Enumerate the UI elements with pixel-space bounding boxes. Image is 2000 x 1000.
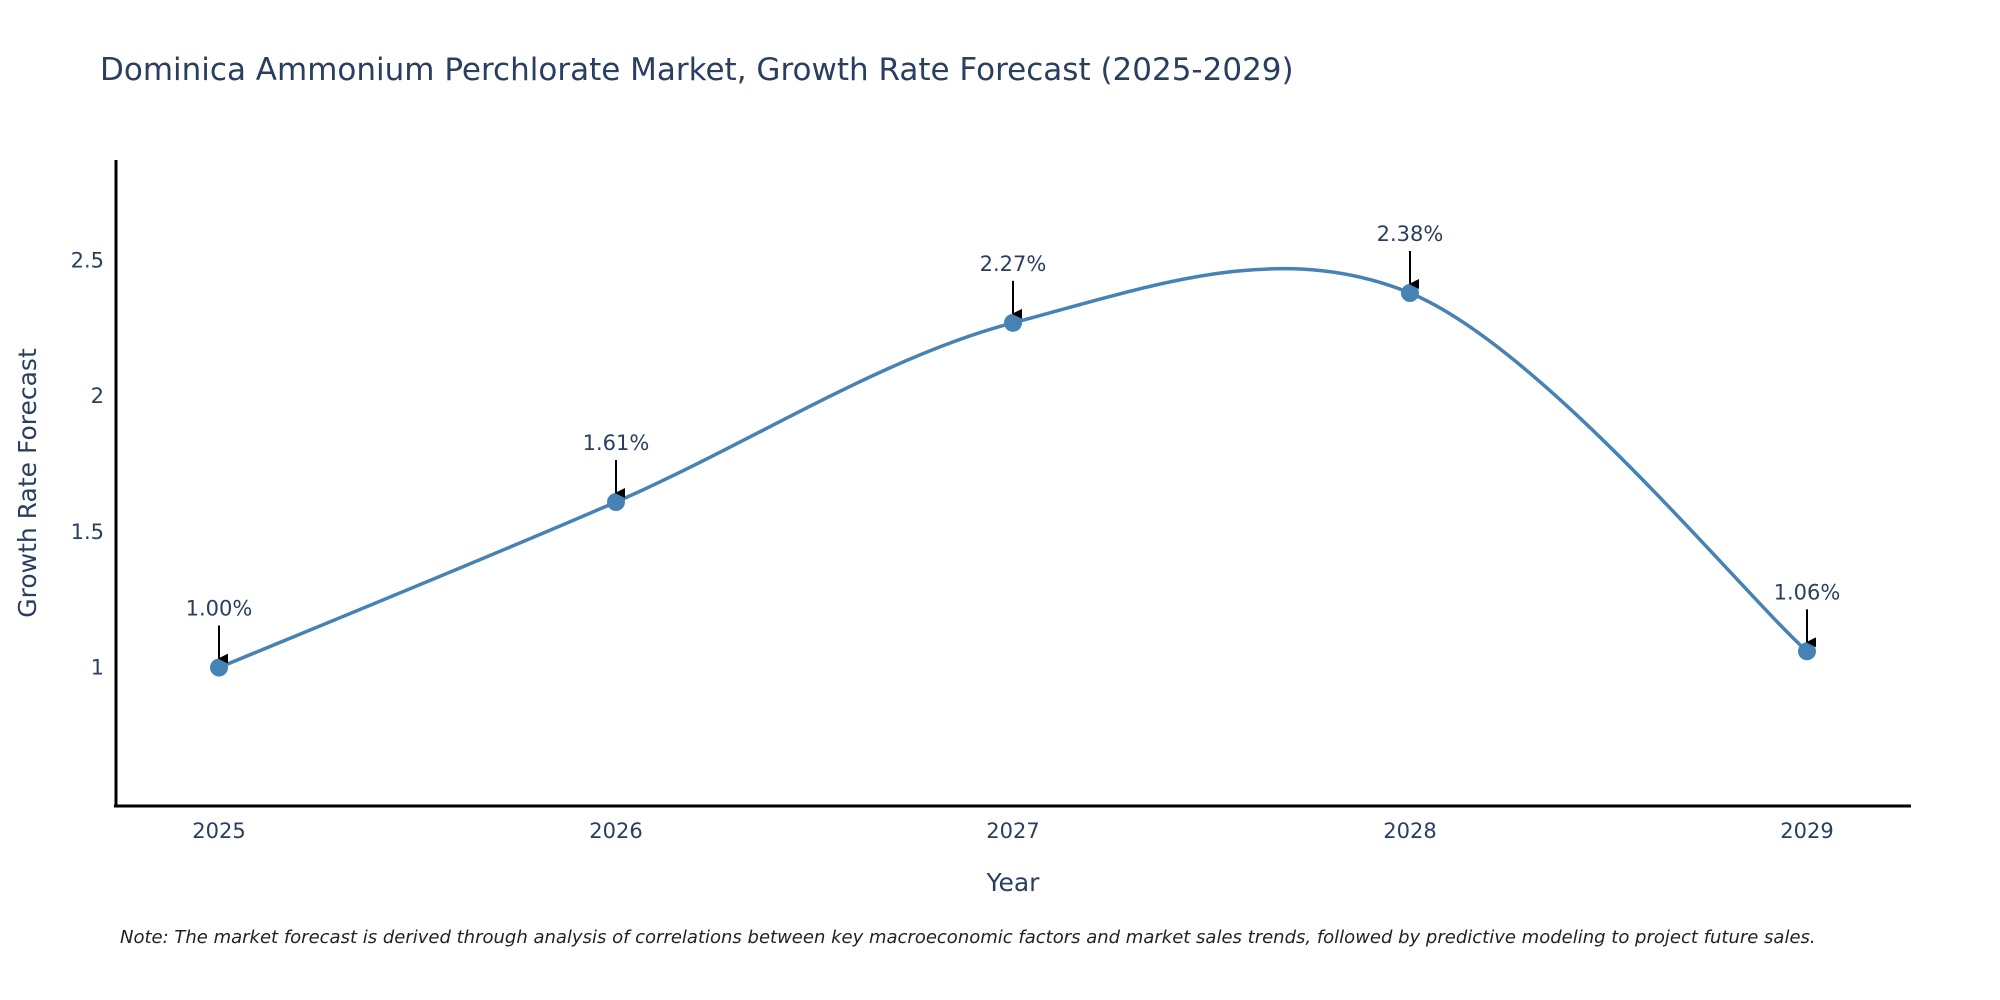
x-tick-label: 2026 bbox=[589, 819, 642, 843]
x-tick-label: 2028 bbox=[1383, 819, 1436, 843]
data-annotations: 1.00% 1.61% 2.27% 2.38% 1.06% bbox=[186, 222, 1841, 664]
data-label: 2.27% bbox=[980, 252, 1047, 276]
plot-area: 1 1.5 2 2.5 2025 2026 2027 2028 2029 1.00% 1.61%… bbox=[71, 160, 1911, 843]
data-point bbox=[210, 658, 228, 677]
footnote: Note: The market forecast is derived thr… bbox=[120, 927, 1816, 948]
data-point bbox=[1004, 313, 1022, 332]
data-label: 1.61% bbox=[583, 431, 650, 455]
data-label: 1.06% bbox=[1774, 580, 1841, 604]
y-tick-label: 1.5 bbox=[71, 520, 104, 544]
x-tick-label: 2025 bbox=[192, 819, 245, 843]
chart-title: Dominica Ammonium Perchlorate Market, Gr… bbox=[100, 52, 1294, 88]
y-tick-label: 2 bbox=[91, 384, 104, 408]
y-tick-label: 1 bbox=[91, 656, 104, 680]
y-tick-label: 2.5 bbox=[71, 248, 104, 272]
x-axis-title: Year bbox=[986, 868, 1041, 897]
y-axis-title: Growth Rate Forecast bbox=[13, 348, 42, 618]
y-tick-labels: 1 1.5 2 2.5 bbox=[71, 248, 104, 679]
data-label: 2.38% bbox=[1377, 222, 1444, 246]
data-label: 1.00% bbox=[186, 597, 253, 621]
data-point bbox=[1798, 642, 1816, 661]
x-tick-labels: 2025 2026 2027 2028 2029 bbox=[192, 819, 1833, 843]
x-tick-label: 2027 bbox=[986, 819, 1039, 843]
data-point bbox=[1401, 284, 1419, 302]
data-point bbox=[607, 493, 625, 511]
series-line bbox=[218, 266, 1809, 670]
x-tick-label: 2029 bbox=[1780, 819, 1833, 843]
data-markers bbox=[210, 284, 1816, 677]
